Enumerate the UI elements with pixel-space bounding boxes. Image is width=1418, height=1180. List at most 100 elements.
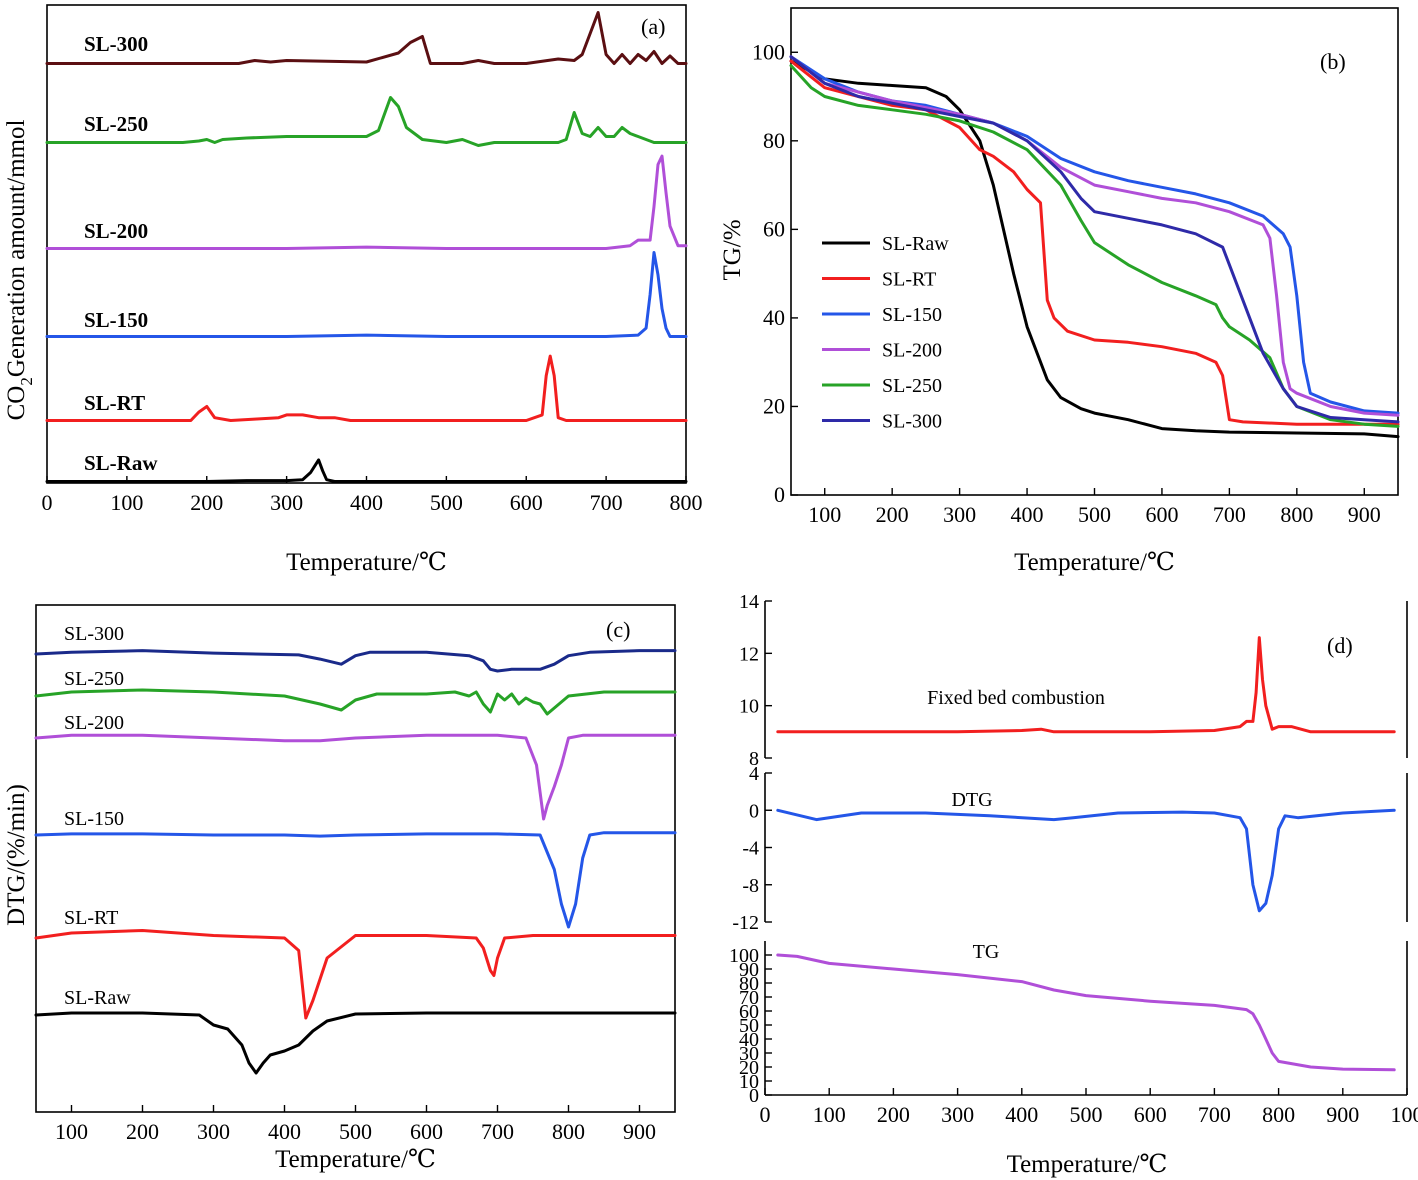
panel-c-xlabel: Temperature/℃ — [275, 1146, 436, 1173]
panel-d-ytick-label: 0 — [749, 1085, 759, 1107]
panel-d-xtick-label: 800 — [1262, 1102, 1295, 1127]
panel-d-series-line — [776, 808, 1396, 913]
panel-a-xlabel: Temperature/℃ — [286, 549, 447, 576]
panel-c-series-label: SL-Raw — [64, 987, 131, 1009]
panel-d-ytick-label: 20 — [739, 1057, 759, 1079]
panel-d-ytick-label: 90 — [739, 959, 759, 981]
panel-c-series-label: SL-150 — [64, 808, 124, 830]
panel-a-xtick-label: 200 — [190, 490, 223, 515]
panel-c-xtick-label: 500 — [339, 1119, 372, 1144]
panel-a-ylabel-main: CO — [3, 386, 30, 421]
panel-b-ytick-label: 60 — [763, 216, 785, 241]
panel-a-xtick-label: 100 — [110, 490, 143, 515]
panel-d-xtick-label: 500 — [1070, 1102, 1103, 1127]
panel-d-xtick-label: 100 — [1391, 1102, 1418, 1127]
panel-c-ylabel: DTG/(%/min) — [3, 784, 30, 926]
panel-b-ytick-label: 20 — [763, 393, 785, 418]
panel-c-xtick-label: 900 — [623, 1119, 656, 1144]
panel-b-ytick-label: 80 — [763, 128, 785, 153]
panel-d-xtick-label: 900 — [1326, 1102, 1359, 1127]
panel-b-series-line — [789, 59, 1400, 439]
panel-a-xtick-label: 500 — [430, 490, 463, 515]
panel-d-xtick-label: 700 — [1198, 1102, 1231, 1127]
panel-c-series-line — [34, 929, 677, 1020]
panel-a-series-label: SL-250 — [84, 112, 148, 136]
panel-d-ytick-label: -4 — [742, 838, 759, 860]
panel-a-label: (a) — [641, 14, 665, 39]
panel-b-xlabel: Temperature/℃ — [1014, 549, 1175, 576]
panel-c-series-line — [34, 733, 677, 821]
panel-a-ylabel-sub: 2 — [17, 377, 36, 386]
panel-b-xtick-label: 200 — [876, 502, 909, 527]
panel-d-ytick-label: 14 — [739, 591, 759, 613]
panel-b-xtick-label: 500 — [1078, 502, 1111, 527]
panel-d-label: (d) — [1327, 633, 1353, 658]
panel-b-series-line — [789, 55, 1400, 417]
panel-c-frame — [35, 604, 676, 1113]
panel-a: 0 100 200 300 400 500 600 700 800 SL-300 SL-250 SL-… — [3, 4, 703, 576]
panel-a-xtick-label: 700 — [590, 490, 623, 515]
panel-c-xtick-label: 400 — [268, 1119, 301, 1144]
panel-c-label: (c) — [606, 617, 630, 642]
panel-d-ytick-label: 10 — [739, 696, 759, 718]
panel-c-series-line — [34, 649, 677, 673]
panel-d-ytick-label: 80 — [739, 973, 759, 995]
panel-d-series-line — [776, 636, 1396, 734]
panel-a-series-line — [45, 11, 688, 65]
panel-a-series-line — [45, 458, 688, 483]
panel-c-series-label: SL-300 — [64, 623, 124, 645]
panel-d-ytick-label: -8 — [742, 875, 759, 897]
panel-a-series-line — [45, 251, 688, 338]
panel-d-series-line — [776, 953, 1396, 1072]
panel-b-series-line — [789, 55, 1400, 424]
panel-d-xlabel: Temperature/℃ — [1007, 1151, 1168, 1178]
panel-c-series-label: SL-250 — [64, 668, 124, 690]
panel-a-xtick-label: 400 — [350, 490, 383, 515]
panel-c-xtick-label: 600 — [410, 1119, 443, 1144]
panel-b-legend-label: SL-RT — [882, 269, 936, 291]
panel-c-xtick-label: 700 — [481, 1119, 514, 1144]
panel-b-legend-label: SL-250 — [882, 375, 942, 397]
panel-a-xtick-label: 600 — [510, 490, 543, 515]
panel-d-curve-label: DTG — [951, 789, 992, 811]
panel-b-xtick-label: 400 — [1011, 502, 1044, 527]
panel-a-series-label: SL-150 — [84, 308, 148, 332]
panel-b-xtick-label: 600 — [1145, 502, 1178, 527]
panel-d-ytick-label: 30 — [739, 1043, 759, 1065]
panel-b-legend-label: SL-Raw — [882, 233, 949, 255]
panel-b-legend-label: SL-150 — [882, 304, 942, 326]
panel-d-xtick-label: 300 — [941, 1102, 974, 1127]
panel-a-series-line — [45, 96, 688, 147]
panel-d-ytick-label: 8 — [749, 748, 759, 770]
panel-b: 100 200 300 400 500 600 700 800 900 0 20 40 60 80 100 S… — [719, 7, 1400, 576]
panel-d-xtick-label: 400 — [1005, 1102, 1038, 1127]
panel-a-series-label: SL-200 — [84, 219, 148, 243]
panel-d-ytick-label: 12 — [739, 643, 759, 665]
panel-a-series-line — [45, 354, 688, 422]
panel-c-xtick-label: 800 — [552, 1119, 585, 1144]
panel-a-xtick-label: 0 — [42, 490, 53, 515]
panel-b-ytick-label: 0 — [774, 482, 785, 507]
panel-d-xtick-label: 600 — [1134, 1102, 1167, 1127]
panel-b-xtick-label: 900 — [1348, 502, 1381, 527]
panel-c-series-label: SL-RT — [64, 907, 118, 929]
panel-d-ytick-label: 70 — [739, 987, 759, 1009]
panel-d-ytick-label: 10 — [739, 1071, 759, 1093]
panel-d-ytick-label: 100 — [729, 945, 759, 967]
panel-b-legend-label: SL-300 — [882, 411, 942, 433]
panel-c-xtick-label: 300 — [197, 1119, 230, 1144]
panel-d-ytick-label: 50 — [739, 1015, 759, 1037]
panel-c-series-line — [34, 1011, 677, 1075]
panel-b-ytick-label: 40 — [763, 305, 785, 330]
panel-d-ytick-label: 4 — [749, 763, 759, 785]
panel-b-legend-label: SL-200 — [882, 340, 942, 362]
panel-b-label: (b) — [1320, 49, 1346, 74]
panel-c-xtick-label: 200 — [126, 1119, 159, 1144]
panel-c: 100 200 300 400 500 600 700 800 900 SL-300 SL-250 S… — [3, 604, 677, 1173]
panel-c-series-line — [34, 688, 677, 716]
panel-a-xtick-label: 300 — [270, 490, 303, 515]
panel-a-series-label: SL-Raw — [84, 451, 158, 475]
panel-d-xtick-label: 0 — [760, 1102, 771, 1127]
